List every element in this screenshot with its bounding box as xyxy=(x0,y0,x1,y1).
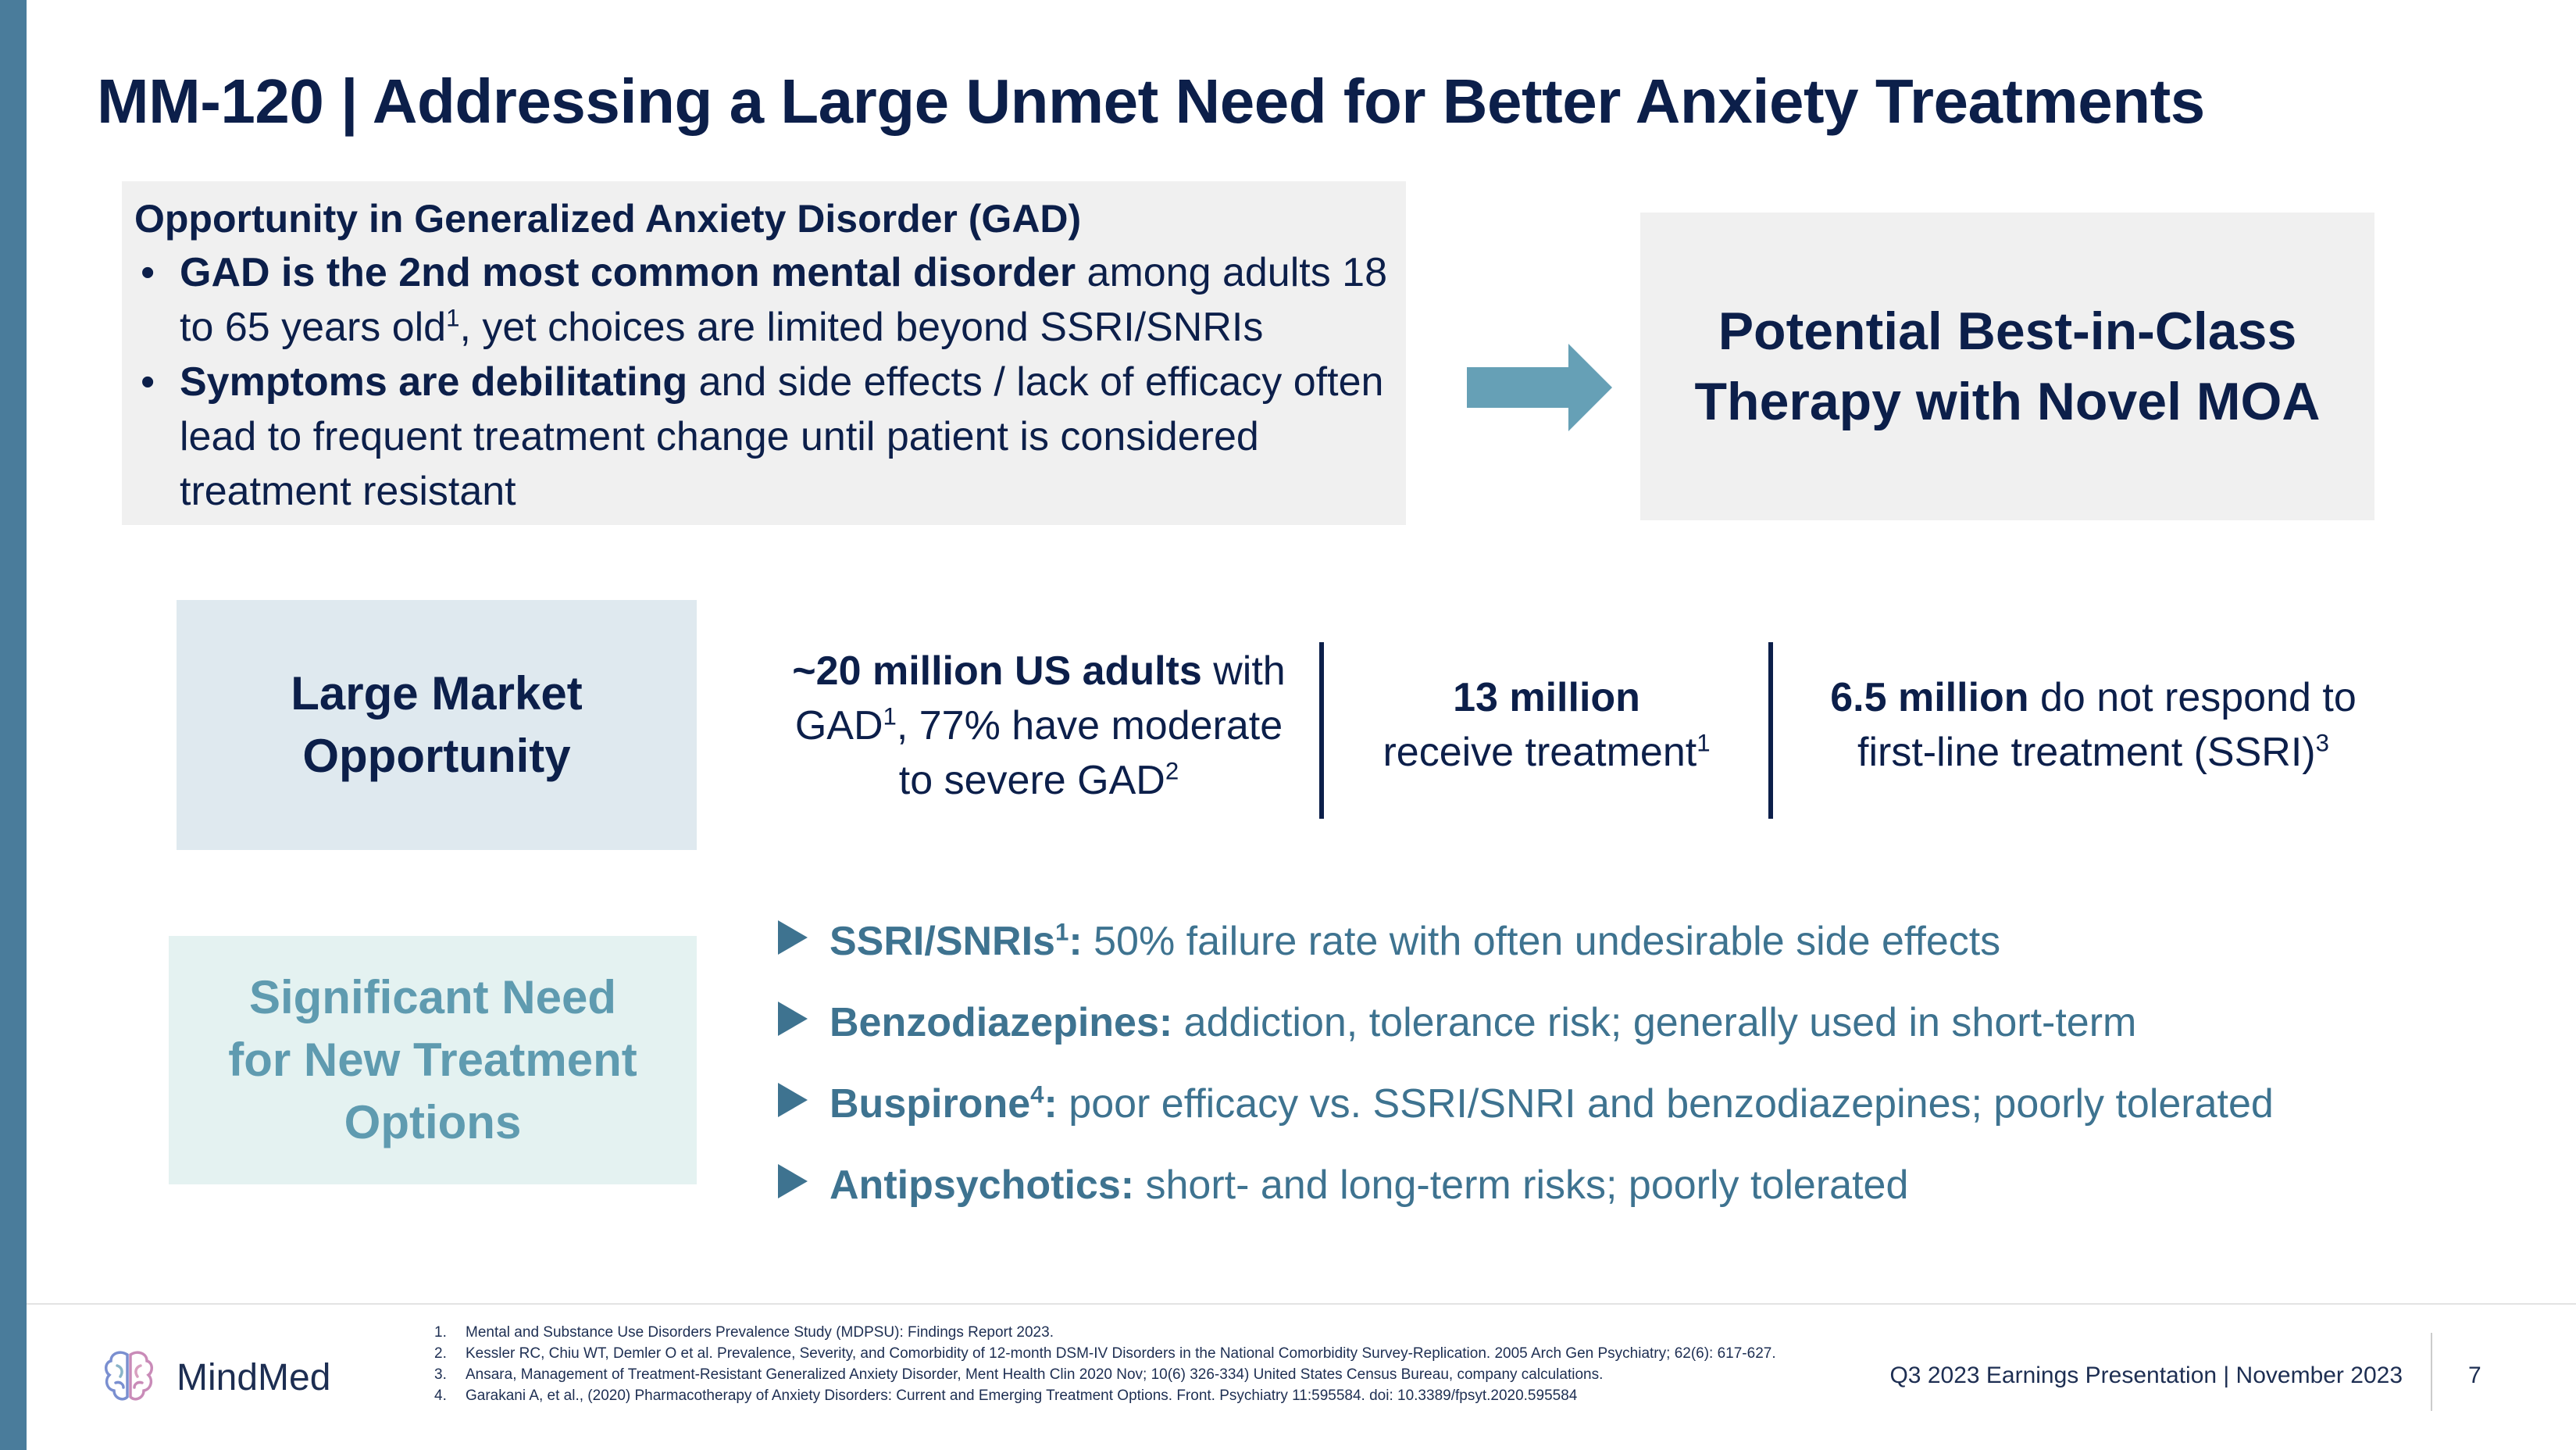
list-item: Buspirone4: poor efficacy vs. SSRI/SNRI … xyxy=(773,1077,2274,1158)
list-item: • Symptoms are debilitating and side eff… xyxy=(134,355,1393,519)
triangle-bullet-icon xyxy=(778,1164,808,1198)
list-item: Antipsychotics: short- and long-term ris… xyxy=(773,1158,2274,1239)
page-title: MM-120 | Addressing a Large Unmet Need f… xyxy=(97,66,2205,136)
triangle-bullet-icon xyxy=(778,1083,808,1117)
best-in-class-text: Potential Best-in-Class Therapy with Nov… xyxy=(1694,302,2321,431)
footer-separator xyxy=(2431,1333,2432,1411)
stat-non-responders: 6.5 million do not respond to first-line… xyxy=(1830,675,2357,775)
page-number: 7 xyxy=(2468,1362,2481,1388)
list-item: SSRI/SNRIs1: 50% failure rate with often… xyxy=(773,914,2274,995)
opportunity-heading: Opportunity in Generalized Anxiety Disor… xyxy=(134,197,1082,241)
significant-need-label: Significant Need for New Treatment Optio… xyxy=(228,971,637,1148)
list-item: 4. Garakani A, et al., (2020) Pharmacothe… xyxy=(434,1388,1578,1404)
market-opportunity-box: Large Market Opportunity xyxy=(177,600,697,850)
triangle-bullet-icon xyxy=(778,1002,808,1036)
brain-logo-icon xyxy=(105,1351,153,1401)
bullet-icon: • xyxy=(141,359,155,405)
footnote-references: 1. Mental and Substance Use Disorders Pre… xyxy=(434,1322,1801,1406)
list-item: 3. Ansara, Management of Treatment-Resist… xyxy=(434,1366,1604,1383)
right-arrow-icon xyxy=(1467,344,1612,431)
list-item: 1. Mental and Substance Use Disorders Pre… xyxy=(434,1324,1054,1341)
market-opportunity-label: Large Market Opportunity xyxy=(291,667,583,782)
list-item: Benzodiazepines: addiction, tolerance ri… xyxy=(773,995,2274,1077)
significant-need-box: Significant Need for New Treatment Optio… xyxy=(169,936,697,1184)
left-accent-bar xyxy=(0,0,27,1450)
best-in-class-box: Potential Best-in-Class Therapy with Nov… xyxy=(1640,212,2374,520)
opportunity-box: Opportunity in Generalized Anxiety Disor… xyxy=(122,181,1406,525)
stat-receive-treatment: 13 million receive treatment1 xyxy=(1383,675,1711,775)
bullet-icon: • xyxy=(141,250,155,295)
triangle-bullet-icon xyxy=(778,920,808,955)
presentation-label: Q3 2023 Earnings Presentation | November… xyxy=(1889,1362,2403,1388)
treatment-options-list: SSRI/SNRIs1: 50% failure rate with often… xyxy=(773,914,2274,1239)
list-item: 2. Kessler RC, Chiu WT, Demler O et al. P… xyxy=(434,1345,1776,1362)
stat-divider xyxy=(1319,642,1324,819)
stat-divider xyxy=(1768,642,1773,819)
footer-divider xyxy=(27,1303,2576,1305)
brand-name: MindMed xyxy=(177,1357,331,1398)
opportunity-bullets: • GAD is the 2nd most common mental diso… xyxy=(134,245,1393,519)
list-item: • GAD is the 2nd most common mental diso… xyxy=(134,245,1393,355)
stat-us-adults: ~20 million US adults with GAD1, 77% hav… xyxy=(792,648,1286,803)
